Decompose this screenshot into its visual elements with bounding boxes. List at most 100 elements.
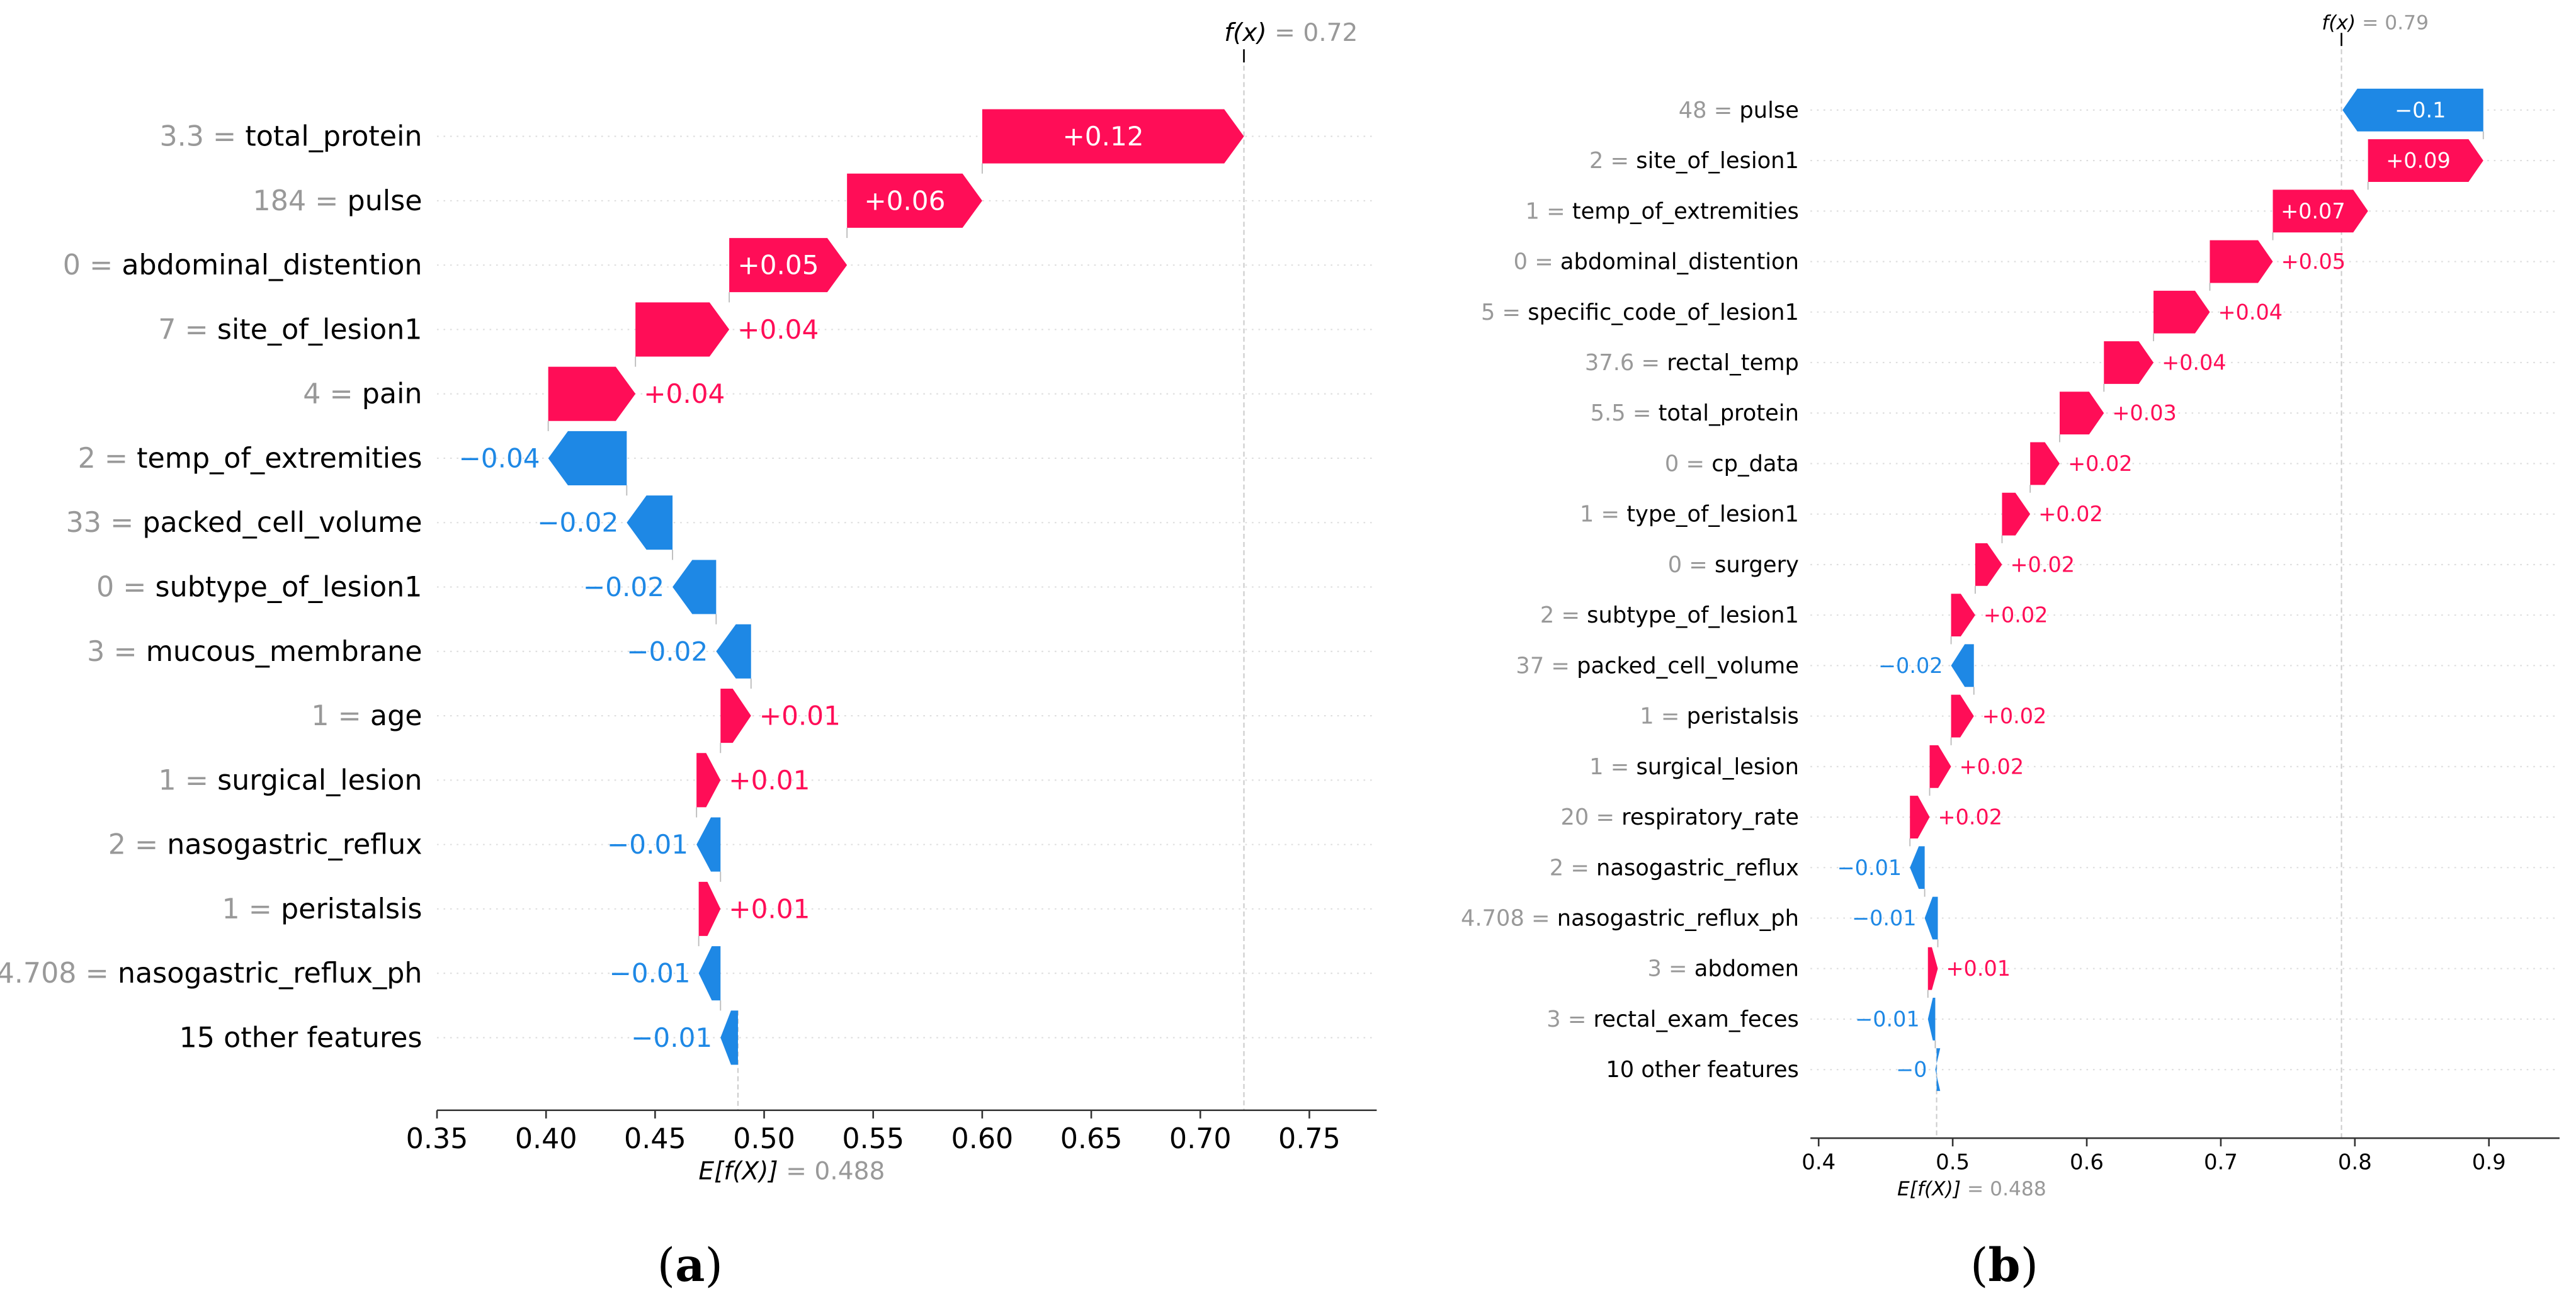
feature-label: 5 = specific_code_of_lesion1: [1481, 299, 1799, 325]
negative-shap-bar: [698, 946, 721, 1001]
feature-name: nasogastric_reflux: [167, 828, 422, 861]
feature-label: 3 = rectal_exam_feces: [1546, 1006, 1799, 1032]
feature-name: surgical_lesion: [217, 764, 422, 796]
feature-label: 3.3 = total_protein: [159, 120, 422, 152]
feature-name: pulse: [1739, 97, 1798, 123]
fx-symbol: f(x): [2322, 12, 2356, 35]
feature-label: 2 = subtype_of_lesion1: [1540, 602, 1799, 628]
negative-shap-bar: [696, 817, 721, 872]
shap-value-label: −0: [1896, 1058, 1927, 1082]
feature-label: 10 other features: [1606, 1057, 1799, 1083]
feature-label: 3 = abdomen: [1647, 956, 1798, 981]
feature-name: specific_code_of_lesion1: [1528, 299, 1799, 325]
feature-value: 33 =: [66, 507, 143, 539]
feature-label: 2 = nasogastric_reflux: [108, 828, 423, 861]
feature-name: packed_cell_volume: [142, 507, 422, 539]
feature-label: 2 = temp_of_extremities: [78, 442, 423, 474]
shap-value-label: +0.01: [729, 765, 810, 796]
feature-name: subtype_of_lesion1: [1587, 602, 1799, 628]
positive-shap-bar: [2153, 290, 2210, 334]
feature-value: 5.5 =: [1591, 400, 1659, 426]
positive-shap-bar: [720, 689, 751, 743]
feature-value: 1 =: [159, 764, 218, 796]
feature-value: 7 =: [158, 313, 217, 346]
positive-shap-bar: [696, 753, 721, 808]
feature-value: 1 =: [1640, 703, 1686, 729]
shap-value-label: +0.02: [1960, 754, 2024, 779]
feature-label: 33 = packed_cell_volume: [66, 507, 423, 539]
positive-shap-bar: [2272, 189, 2368, 233]
negative-shap-bar: [1935, 1048, 1941, 1092]
x-tick-label: 0.45: [624, 1123, 686, 1155]
caption-a: (a): [657, 1238, 723, 1292]
shap-value-label: +0.02: [1938, 805, 2003, 830]
feature-name: abdominal_distention: [1560, 249, 1799, 274]
feature-label: 15 other features: [179, 1022, 423, 1054]
positive-shap-bar: [2060, 392, 2104, 435]
negative-shap-bar: [1910, 846, 1925, 889]
base-value: = 0.488: [1961, 1178, 2046, 1200]
negative-shap-bar: [627, 495, 673, 550]
x-tick-label: 0.35: [406, 1123, 468, 1155]
feature-name: rectal_temp: [1667, 349, 1799, 375]
x-tick-label: 0.8: [2338, 1150, 2372, 1175]
shap-value-label: −0.01: [609, 958, 690, 989]
shap-value-label: +0.02: [2011, 552, 2075, 577]
shap-value-label: +0.04: [644, 378, 725, 409]
feature-value: 2 =: [108, 828, 167, 861]
shap-value-label: −0.01: [1852, 906, 1917, 930]
feature-value: 2 =: [1589, 148, 1636, 174]
feature-name: type_of_lesion1: [1626, 501, 1799, 527]
feature-value: 20 =: [1560, 804, 1621, 830]
feature-name: nasogastric_reflux_ph: [1557, 905, 1799, 931]
feature-value: 0 =: [96, 571, 156, 603]
feature-name: total_protein: [245, 120, 422, 152]
negative-shap-bar: [720, 1010, 738, 1065]
feature-value: 3 =: [1647, 956, 1694, 981]
feature-name: subtype_of_lesion1: [156, 571, 423, 603]
feature-label: 0 = surgery: [1668, 551, 1799, 577]
shap-value-label: +0.12: [1062, 121, 1143, 152]
positive-shap-bar: [1927, 947, 1938, 990]
shap-value-label: +0.07: [2281, 199, 2346, 223]
shap-value-label: +0.04: [2218, 300, 2283, 324]
feature-value: 1 =: [1580, 501, 1626, 527]
feature-label: 20 = respiratory_rate: [1560, 804, 1798, 830]
feature-label: 2 = site_of_lesion1: [1589, 148, 1799, 174]
positive-shap-bar: [2210, 240, 2273, 283]
feature-value: 1 =: [1589, 753, 1636, 779]
shap-value-label: +0.05: [737, 250, 819, 281]
shap-value-label: −0.1: [2395, 98, 2446, 122]
shap-value-label: −0.02: [537, 507, 618, 538]
fx-label: f(x) = 0.72: [1224, 19, 1358, 47]
feature-name: total_protein: [1659, 400, 1799, 426]
feature-name: rectal_exam_feces: [1594, 1006, 1799, 1032]
positive-shap-bar: [1951, 694, 1974, 738]
fx-value: = 0.72: [1267, 19, 1358, 47]
shap-value-label: +0.02: [1983, 603, 2048, 628]
feature-name: site_of_lesion1: [217, 313, 423, 346]
feature-name: nasogastric_reflux_ph: [118, 957, 423, 990]
positive-shap-bar: [1975, 543, 2002, 586]
feature-label: 37.6 = rectal_temp: [1585, 349, 1799, 375]
shap-value-label: −0.01: [1837, 855, 1902, 880]
x-tick-label: 0.70: [1169, 1123, 1232, 1155]
feature-name: temp_of_extremities: [1572, 198, 1799, 224]
base-symbol: E[f(X)]: [1897, 1178, 1961, 1200]
feature-value: 3 =: [1546, 1006, 1593, 1032]
positive-shap-bar: [2030, 442, 2060, 485]
positive-shap-bar: [1929, 745, 1951, 788]
shap-value-label: −0.01: [607, 829, 688, 860]
negative-shap-bar: [1927, 998, 1936, 1041]
fx-symbol: f(x): [1224, 19, 1266, 47]
feature-label: 37 = packed_cell_volume: [1516, 653, 1798, 679]
feature-label: 4.708 = nasogastric_reflux_ph: [1461, 905, 1799, 931]
base-value-label: E[f(X)] = 0.488: [1897, 1178, 2046, 1200]
feature-value: 5 =: [1481, 299, 1528, 325]
shap-value-label: +0.09: [2386, 149, 2451, 173]
waterfall-panel-a: 3.3 = total_protein +0.12 184 = pulse +0.06…: [0, 19, 1377, 1185]
feature-label: 4.708 = nasogastric_reflux_ph: [0, 957, 423, 990]
positive-shap-bar: [635, 302, 730, 357]
feature-value: 0 =: [1665, 451, 1711, 477]
feature-label: 0 = cp_data: [1665, 451, 1799, 477]
